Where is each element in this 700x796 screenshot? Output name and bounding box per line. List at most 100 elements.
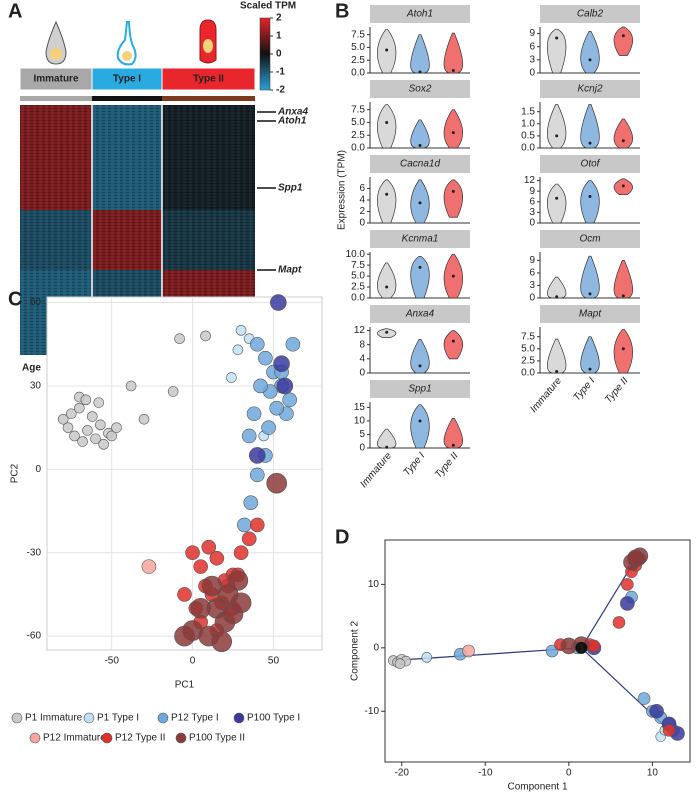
y-tick-label: 9 <box>529 255 535 266</box>
colorbar-label: -2 <box>276 85 285 96</box>
point <box>621 578 634 591</box>
point <box>190 598 211 619</box>
y-tick-label: 4 <box>359 195 365 206</box>
legend-label: P100 Type I <box>247 713 300 724</box>
median-dot <box>451 274 455 278</box>
x-axis-label: Component 1 <box>507 782 567 793</box>
point <box>235 325 247 336</box>
point <box>649 703 664 719</box>
y-tick-label: 0 <box>359 368 365 379</box>
point <box>226 372 237 383</box>
y-tick-label: -10 <box>365 706 380 717</box>
strip <box>370 155 470 173</box>
median-dot <box>385 330 389 334</box>
point <box>209 550 225 566</box>
y-tick-label: 7.5 <box>351 260 365 271</box>
point <box>620 596 635 611</box>
point <box>258 350 273 366</box>
gene-title: Kcnj2 <box>577 84 602 95</box>
strip <box>370 230 470 248</box>
x-tick-label: 50 <box>268 656 280 667</box>
gene-title: Ocm <box>579 234 600 245</box>
gene-title: Calb2 <box>577 9 604 20</box>
violin <box>613 329 633 374</box>
y-tick-label: 1.0 <box>521 118 535 129</box>
age-bar <box>162 96 255 101</box>
violin <box>580 31 600 74</box>
point <box>285 336 301 352</box>
y-tick-label: 0.0 <box>351 293 365 304</box>
point <box>80 394 92 406</box>
median-dot <box>451 131 455 135</box>
point <box>174 333 185 344</box>
age-bar <box>20 96 92 101</box>
y-tick-label: 2.5 <box>521 356 535 367</box>
violin <box>580 180 600 224</box>
point <box>612 616 626 629</box>
point <box>276 377 294 395</box>
median-dot <box>621 347 625 351</box>
point <box>90 433 101 445</box>
point <box>174 625 195 647</box>
point <box>57 413 69 425</box>
median-dot <box>451 68 455 72</box>
median-dot <box>451 443 455 447</box>
y-tick-label: 0.0 <box>351 143 365 154</box>
strip <box>540 5 640 23</box>
y-tick-label: 0.0 <box>521 368 535 379</box>
y-tick-label: 9 <box>529 186 535 197</box>
x-tick-label: -50 <box>104 656 119 667</box>
point <box>86 411 98 422</box>
y-tick-label: 1.5 <box>521 106 535 117</box>
median-dot <box>385 445 389 449</box>
violin <box>613 118 633 149</box>
violin <box>377 428 397 449</box>
y-tick-label: 9 <box>529 28 535 39</box>
point <box>587 639 601 653</box>
violin <box>443 179 463 218</box>
median-dot <box>588 367 592 371</box>
y-tick-label: 15 <box>354 402 366 413</box>
legend-label: P100 Type II <box>189 733 245 744</box>
node-label: 1 <box>579 643 585 654</box>
y-tick-label: 30 <box>30 381 42 392</box>
gene-label: Spp1 <box>278 183 303 194</box>
point <box>249 467 265 483</box>
y-tick-label: 5 <box>359 429 365 440</box>
y-tick-label: 3 <box>529 280 535 291</box>
violin <box>580 104 600 149</box>
point <box>98 439 109 450</box>
violin <box>613 26 633 56</box>
gene-label: Atoh1 <box>277 116 307 127</box>
legend-marker <box>157 712 169 724</box>
group-label: Type II <box>603 375 631 405</box>
y-tick-label: 6 <box>359 183 365 194</box>
y-tick-label: 60 <box>30 297 42 308</box>
point <box>662 723 676 737</box>
violin <box>377 179 397 224</box>
legend-marker <box>83 712 95 724</box>
point <box>69 430 80 442</box>
median-dot <box>418 419 422 423</box>
median-dot <box>588 194 592 198</box>
point <box>237 517 252 533</box>
gene-title: Otof <box>581 159 601 170</box>
violin <box>377 262 397 299</box>
violin <box>580 336 600 374</box>
group-label: Immature <box>528 375 564 415</box>
violin <box>410 339 430 374</box>
legend-marker <box>175 732 187 744</box>
legend-marker <box>233 712 245 724</box>
point <box>241 428 257 444</box>
point <box>111 422 122 433</box>
colorbar <box>259 17 271 91</box>
y-tick-label: 3 <box>529 207 535 218</box>
strip <box>370 305 470 323</box>
y-axis-label: PC2 <box>10 463 21 483</box>
y-tick-label: 0 <box>35 464 41 475</box>
point <box>74 402 85 414</box>
violin <box>377 104 397 149</box>
point <box>249 517 265 533</box>
point <box>233 545 249 561</box>
colorbar-label: 1 <box>276 31 282 42</box>
